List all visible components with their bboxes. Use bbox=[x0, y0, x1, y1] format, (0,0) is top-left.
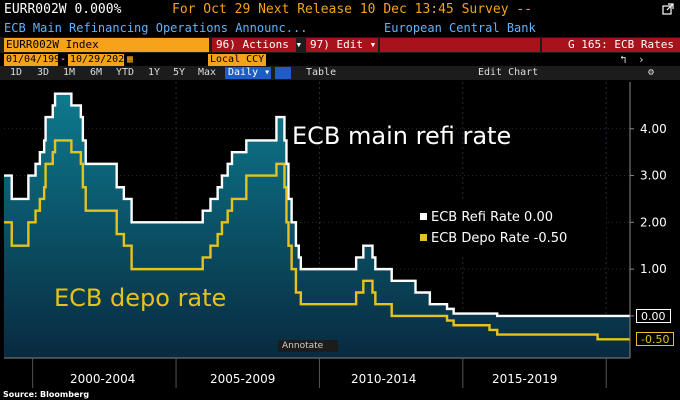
settings-gear-icon[interactable]: ⚙ bbox=[648, 67, 655, 78]
period-bar: 1D 3D 1M 6M YTD 1Y 5Y Max Daily ▾ Table … bbox=[0, 66, 680, 80]
index-field[interactable]: EURR002W Index bbox=[4, 38, 209, 52]
line-chart-icon[interactable] bbox=[275, 67, 291, 79]
edit-chart-button[interactable]: Edit Chart bbox=[478, 67, 539, 78]
y-tick-label: 3.00 bbox=[640, 169, 667, 183]
description-bar: ECB Main Refinancing Operations Announc.… bbox=[0, 20, 680, 36]
series-line-refi bbox=[4, 92, 630, 318]
source-note: Source: Bloomberg bbox=[3, 390, 90, 399]
actions-menu[interactable]: 96) Actions ▾ bbox=[212, 38, 302, 52]
legend-swatch-refi bbox=[420, 213, 427, 220]
calendar-icon[interactable]: ▦ bbox=[127, 54, 134, 65]
forward-icon[interactable]: › bbox=[638, 53, 645, 66]
table-button[interactable]: Table bbox=[306, 67, 337, 78]
legend-label-depo: ECB Depo Rate -0.50 bbox=[431, 231, 568, 246]
refi-area bbox=[4, 93, 630, 358]
start-date-input[interactable]: 01/04/1999 bbox=[4, 54, 67, 66]
date-range-bar: 01/04/1999 - 10/29/2020 ▦ Local CCY ↰ › bbox=[0, 54, 680, 66]
frequency-select[interactable]: Daily ▾ bbox=[225, 67, 271, 79]
security-description: ECB Main Refinancing Operations Announc.… bbox=[4, 21, 308, 35]
period-5y[interactable]: 5Y bbox=[173, 67, 186, 78]
period-1y[interactable]: 1Y bbox=[148, 67, 161, 78]
ticker-label: EURR002W 0.000% bbox=[4, 2, 122, 17]
annotate-button[interactable]: Annotate bbox=[278, 340, 338, 352]
period-ytd[interactable]: YTD bbox=[116, 67, 135, 78]
source-name: European Central Bank bbox=[384, 21, 536, 35]
x-tick-label: 2000-2004 bbox=[70, 372, 136, 386]
currency-select[interactable]: Local CCY bbox=[208, 54, 266, 66]
period-6m[interactable]: 6M bbox=[90, 67, 103, 78]
external-link-icon[interactable] bbox=[662, 3, 674, 15]
action-bar: EURR002W Index 96) Actions ▾ 97) Edit ▾ … bbox=[0, 37, 680, 53]
last-value-tag-refi: 0.00 bbox=[636, 308, 671, 323]
legend: ECB Refi Rate 0.00 ECB Depo Rate -0.50 bbox=[414, 200, 606, 254]
refi-annotation: ECB main refi rate bbox=[292, 122, 512, 150]
back-icon[interactable]: ↰ bbox=[620, 53, 627, 66]
y-tick-label: 4.00 bbox=[640, 122, 667, 136]
legend-swatch-depo bbox=[420, 234, 427, 241]
x-tick-label: 2010-2014 bbox=[351, 372, 417, 386]
period-1m[interactable]: 1M bbox=[63, 67, 76, 78]
x-tick-label: 2015-2019 bbox=[492, 372, 558, 386]
period-1d[interactable]: 1D bbox=[10, 67, 23, 78]
graph-label: G 165: ECB Rates bbox=[542, 38, 680, 52]
end-date-input[interactable]: 10/29/2020 bbox=[68, 54, 131, 66]
legend-label-refi: ECB Refi Rate 0.00 bbox=[431, 210, 553, 225]
next-release-label: For Oct 29 Next Release 10 Dec 13:45 Sur… bbox=[172, 2, 533, 17]
legend-item-depo: ECB Depo Rate -0.50 bbox=[420, 231, 567, 246]
series-line-depo bbox=[4, 139, 630, 341]
period-max[interactable]: Max bbox=[198, 67, 217, 78]
title-bar: EURR002W 0.000% For Oct 29 Next Release … bbox=[0, 0, 680, 20]
action-bar-spacer bbox=[380, 38, 540, 52]
last-value-tag-depo: -0.50 bbox=[636, 332, 675, 347]
y-tick-label: 1.00 bbox=[640, 262, 667, 276]
depo-annotation: ECB depo rate bbox=[54, 284, 227, 312]
x-tick-label: 2005-2009 bbox=[210, 372, 276, 386]
edit-menu[interactable]: 97) Edit ▾ bbox=[306, 38, 378, 52]
y-tick-label: 2.00 bbox=[640, 215, 667, 229]
legend-item-refi: ECB Refi Rate 0.00 bbox=[420, 210, 553, 225]
date-range-separator: - bbox=[60, 54, 67, 65]
period-3d[interactable]: 3D bbox=[37, 67, 50, 78]
